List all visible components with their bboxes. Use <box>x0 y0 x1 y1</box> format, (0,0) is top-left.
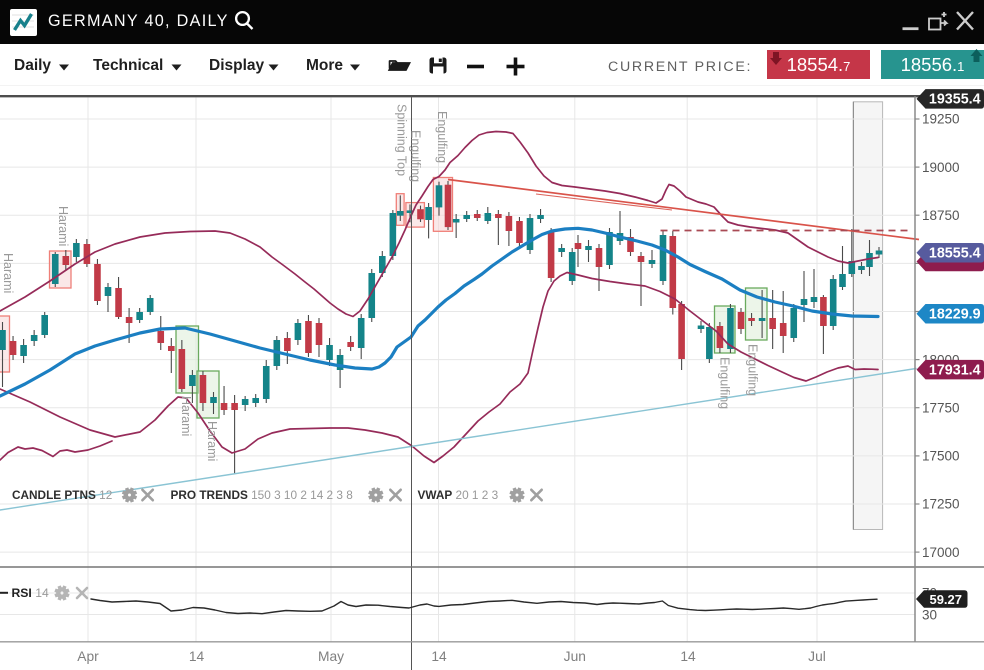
svg-text:18555.4: 18555.4 <box>929 246 981 262</box>
svg-text:VWAP 20 1 2 3: VWAP 20 1 2 3 <box>418 488 499 502</box>
svg-text:Engulfing: Engulfing <box>435 111 449 163</box>
svg-text:17250: 17250 <box>922 497 960 512</box>
svg-text:May: May <box>318 649 344 664</box>
svg-text:59.27: 59.27 <box>929 592 962 607</box>
svg-text:Engulfing: Engulfing <box>746 344 760 396</box>
svg-text:14: 14 <box>431 649 447 664</box>
svg-text:Spinning Top: Spinning Top <box>395 104 409 176</box>
svg-text:Jun: Jun <box>564 649 586 664</box>
svg-text:17500: 17500 <box>922 449 960 464</box>
svg-text:Apr: Apr <box>77 649 99 664</box>
svg-text:17000: 17000 <box>922 545 960 560</box>
svg-text:Harami: Harami <box>205 421 219 461</box>
svg-text:30: 30 <box>922 608 937 623</box>
svg-text:17750: 17750 <box>922 400 960 415</box>
svg-text:19355.4: 19355.4 <box>929 92 981 108</box>
svg-text:CANDLE PTNS 12: CANDLE PTNS 12 <box>12 488 112 502</box>
svg-text:Harami: Harami <box>56 206 70 246</box>
svg-text:14: 14 <box>680 649 696 664</box>
svg-text:18750: 18750 <box>922 208 960 223</box>
svg-text:14: 14 <box>189 649 205 664</box>
svg-text:19000: 19000 <box>922 160 960 175</box>
svg-text:Harami: Harami <box>1 253 15 293</box>
svg-text:RSI 14: RSI 14 <box>12 586 49 600</box>
svg-text:18229.9: 18229.9 <box>929 307 981 323</box>
svg-text:19250: 19250 <box>922 112 960 127</box>
svg-text:Jul: Jul <box>808 649 826 664</box>
svg-text:Harami: Harami <box>179 396 193 436</box>
svg-text:17931.4: 17931.4 <box>929 362 981 378</box>
svg-text:PRO TRENDS 150 3 10 2 14 2 3 8: PRO TRENDS 150 3 10 2 14 2 3 8 <box>171 488 354 502</box>
svg-text:Engulfing: Engulfing <box>409 130 423 182</box>
svg-text:Engulfing: Engulfing <box>718 357 732 409</box>
